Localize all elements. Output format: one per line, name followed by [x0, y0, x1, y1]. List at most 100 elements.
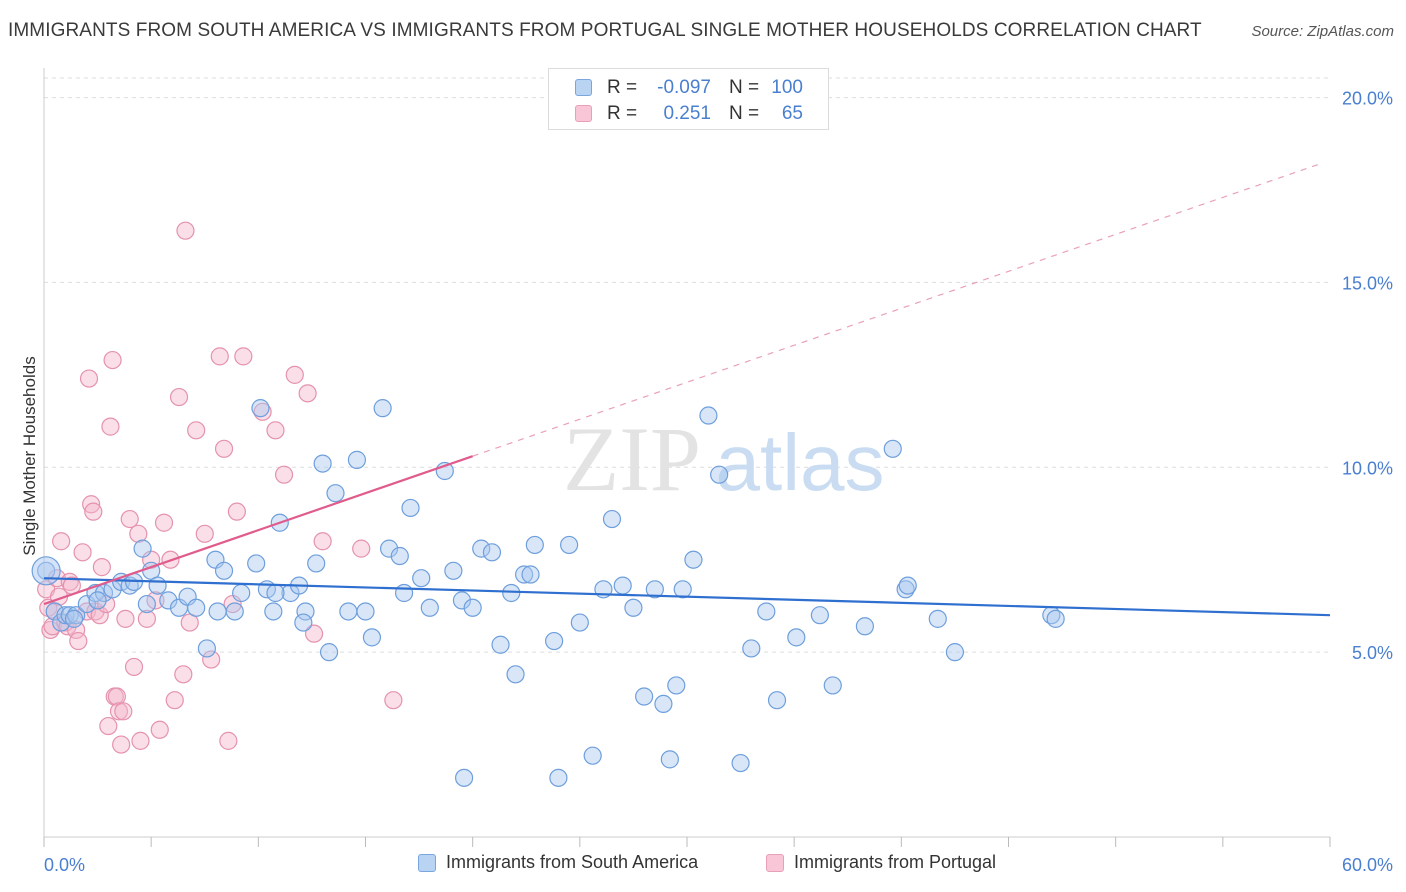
x-tick-label-max: 60.0% [1342, 855, 1393, 875]
south-america-point [898, 576, 917, 595]
south-america-point [420, 598, 439, 617]
portugal-point [384, 691, 403, 710]
portugal-point [219, 731, 238, 750]
south-america-point [373, 399, 392, 418]
n-value: 100 [771, 77, 803, 98]
x-tick-label-min: 0.0% [44, 855, 85, 875]
south-america-point [148, 576, 167, 595]
south-america-point-large [31, 556, 61, 586]
portugal-point [154, 513, 174, 532]
portugal-points [37, 221, 403, 754]
portugal-point [274, 465, 294, 484]
portugal-trend [43, 455, 474, 606]
south-america-point [444, 561, 463, 580]
legend-item-portugal[interactable]: Immigrants from Portugal [766, 852, 996, 873]
portugal-point [69, 631, 88, 651]
south-america-points [31, 399, 1065, 787]
portugal-point [150, 720, 169, 739]
south-america-point [45, 602, 64, 621]
south-america-point [545, 631, 564, 651]
series-legend: Immigrants from South America Immigrants… [0, 852, 1406, 878]
n-label: N = [729, 77, 760, 98]
south-america-point [767, 691, 787, 710]
south-america-point [710, 465, 729, 484]
portugal-point [120, 509, 139, 529]
south-america-point [225, 602, 244, 621]
portugal-point [176, 221, 195, 240]
south-america-point [64, 609, 84, 628]
portugal-point [129, 524, 148, 543]
south-america-point [401, 498, 420, 518]
south-america-point [88, 591, 107, 610]
south-america-point [326, 484, 345, 503]
south-america-point [699, 406, 718, 425]
south-america-point [394, 583, 414, 603]
south-america-point [502, 583, 521, 603]
portugal-point [266, 421, 285, 440]
south-america-point [214, 561, 234, 580]
portugal-point [103, 350, 122, 370]
legend-item-south-america[interactable]: Immigrants from South America [418, 852, 698, 873]
south-america-point [506, 665, 525, 684]
pink-swatch [766, 853, 784, 872]
south-america-trend [43, 577, 1331, 617]
south-america-point [159, 591, 178, 610]
r-value: -0.097 [657, 77, 711, 98]
portugal-point [79, 369, 99, 388]
portugal-point [52, 532, 71, 551]
south-america-point [549, 768, 568, 787]
portugal-point [101, 417, 120, 436]
south-america-point [742, 639, 761, 658]
portugal-point [109, 702, 129, 721]
south-america-point [731, 753, 750, 773]
south-america-point [347, 450, 367, 469]
portugal-point [352, 539, 371, 558]
portugal-point [124, 657, 144, 677]
south-america-point [583, 746, 602, 765]
south-america-point [137, 594, 156, 614]
south-america-point [362, 628, 382, 647]
chart-source: Source: ZipAtlas.com [1251, 23, 1394, 40]
portugal-point [90, 606, 109, 625]
n-value: 65 [781, 103, 803, 124]
legend-row-south-america: R = -0.097 N = 100 [549, 75, 828, 101]
south-america-point [855, 617, 874, 636]
portugal-point [116, 609, 135, 628]
portugal-point [195, 524, 214, 543]
blue-swatch [418, 853, 436, 872]
r-label: R = [607, 103, 638, 124]
portugal-point [174, 665, 193, 684]
south-america-point [928, 609, 947, 628]
south-america-point [883, 439, 902, 458]
legend-label: Immigrants from Portugal [794, 852, 997, 872]
south-america-point [570, 613, 589, 632]
south-america-point [521, 565, 540, 584]
portugal-point [234, 347, 253, 366]
y-tick-label: 5.0% [1352, 643, 1393, 663]
pink-swatch [575, 105, 592, 122]
south-america-point [307, 554, 326, 573]
portugal-point [137, 609, 156, 628]
portugal-point [298, 384, 317, 403]
y-axis-tick-labels: 5.0% 10.0% 15.0% 20.0% [1342, 89, 1393, 664]
portugal-point [210, 347, 229, 366]
y-tick-label: 10.0% [1342, 458, 1393, 478]
south-america-point [684, 550, 703, 569]
blue-swatch [575, 79, 592, 96]
portugal-point [227, 502, 246, 521]
chart-title: IMMIGRANTS FROM SOUTH AMERICA VS IMMIGRA… [8, 20, 1202, 41]
portugal-point [165, 691, 184, 710]
south-america-point [667, 676, 686, 695]
south-america-point [454, 768, 474, 787]
south-america-point [187, 598, 206, 617]
portugal-point [169, 387, 189, 407]
south-america-point [757, 602, 776, 621]
south-america-point [654, 694, 673, 714]
south-america-point [296, 602, 315, 621]
south-america-point [613, 576, 632, 595]
south-america-point [452, 591, 472, 610]
south-america-point [635, 687, 654, 706]
portugal-point [202, 650, 221, 669]
portugal-point [285, 365, 304, 384]
